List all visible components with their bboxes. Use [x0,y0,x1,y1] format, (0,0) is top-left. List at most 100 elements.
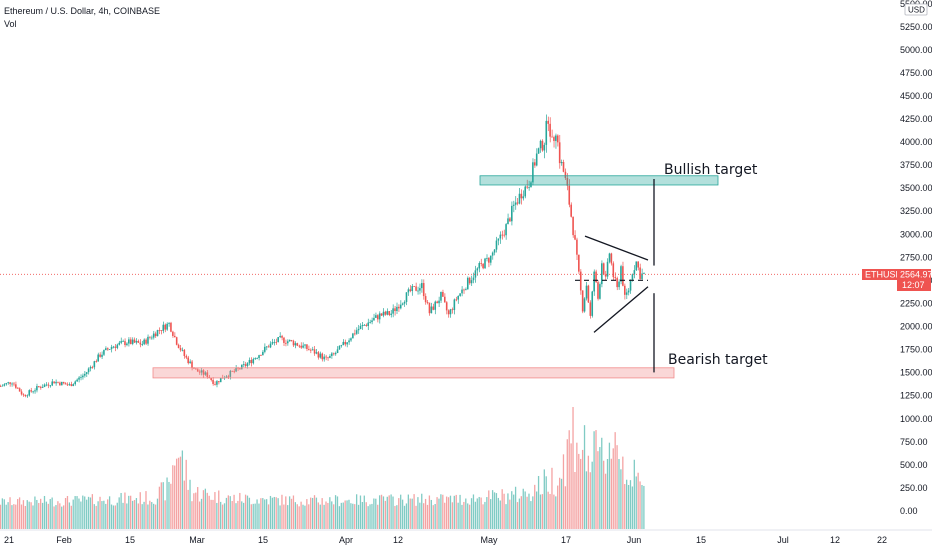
candle-body [74,381,76,385]
volume-tick-label: 0.00 [900,506,918,516]
volume-bar [124,492,126,529]
candle-body [60,381,63,386]
volume-bar [490,499,492,529]
volume-bar [137,503,139,529]
candle-body [438,300,440,304]
candle-body [53,381,55,384]
candle-body [436,301,438,304]
volume-bar [635,476,637,529]
candle-body [321,353,324,360]
candle-body [472,277,475,281]
volume-bar [269,495,272,529]
volume-bar [126,503,128,529]
volume-bar [189,479,191,529]
volume-bar [177,457,180,529]
candle-body [298,345,301,347]
volume-bar [426,504,429,529]
volume-bar [151,502,153,529]
volume-bar [440,494,442,529]
candle-body [258,355,260,358]
candle-body [5,383,8,385]
volume-bar [20,504,23,529]
volume-bar [185,459,187,529]
volume-bar [200,498,203,529]
volume-bar [246,495,249,529]
volume-bar [9,497,11,529]
volume-bar [344,500,346,529]
volume-bar [411,498,413,529]
volume-bar [3,499,5,529]
volume-bar [359,495,362,529]
price-tick-label: 2000.00 [900,321,932,331]
volume-bar [254,503,256,529]
volume-bar [603,460,605,529]
candle-body [120,341,122,343]
candle-body [208,376,211,379]
volume-indicator-label[interactable]: Vol [4,19,17,29]
candle-body [633,270,636,275]
candle-body [627,290,630,293]
volume-bar [306,499,308,529]
candle-body [150,337,153,339]
symbol-title[interactable]: Ethereum / U.S. Dollar, 4h, COINBASE [4,6,161,16]
candle-body [417,290,419,292]
candle-body [183,349,186,357]
volume-bar [256,499,258,529]
volume-bar [601,437,603,529]
candle-body [382,311,385,316]
volume-bar [505,504,507,529]
volume-bar [549,493,551,529]
candle-body [7,382,9,384]
volume-bar [294,502,297,529]
candle-body [95,361,98,363]
candle-body [570,204,572,217]
volume-bar [373,498,375,529]
candle-body [181,349,184,351]
volume-bar [41,502,44,529]
volume-bar [296,504,298,529]
volume-bar [495,493,498,529]
price-tick-label: 2250.00 [900,298,932,308]
volume-bar [108,496,111,529]
volume-bar [149,500,151,529]
volume-bar [415,505,417,529]
candle-body [78,377,80,380]
volume-bar [183,480,185,529]
volume-bar [208,495,210,529]
volume-bar [241,501,243,529]
candle-body [551,136,553,138]
volume-bar [233,494,235,529]
volume-bar [346,500,348,529]
volume-bar [265,499,268,529]
candle-body [269,343,272,348]
candle-body [101,354,103,357]
price-tick-label: 1750.00 [900,344,932,354]
candle-body [622,266,624,286]
volume-bar [97,501,99,529]
price-tick-label: 4500.00 [900,91,932,101]
candle-body [639,267,641,279]
candle-body [246,363,249,366]
volume-bar [449,495,452,529]
volume-bar [398,498,400,529]
volume-bar [472,494,475,529]
volume-bar [38,502,40,529]
candle-body [26,395,29,397]
candle-body [256,357,258,359]
volume-bar [317,502,319,529]
candle-body [518,193,521,204]
volume-bar [340,502,342,529]
candle-body [212,379,214,384]
candle-body [87,368,90,373]
candle-body [555,135,557,141]
currency-badge[interactable]: USD [904,3,928,16]
volume-bar [321,498,323,529]
volume-bar [120,492,122,529]
candle-body [340,345,343,346]
volume-bar [258,503,260,529]
volume-bar [626,479,628,529]
candle-body [522,196,525,199]
candle-body [604,274,607,277]
